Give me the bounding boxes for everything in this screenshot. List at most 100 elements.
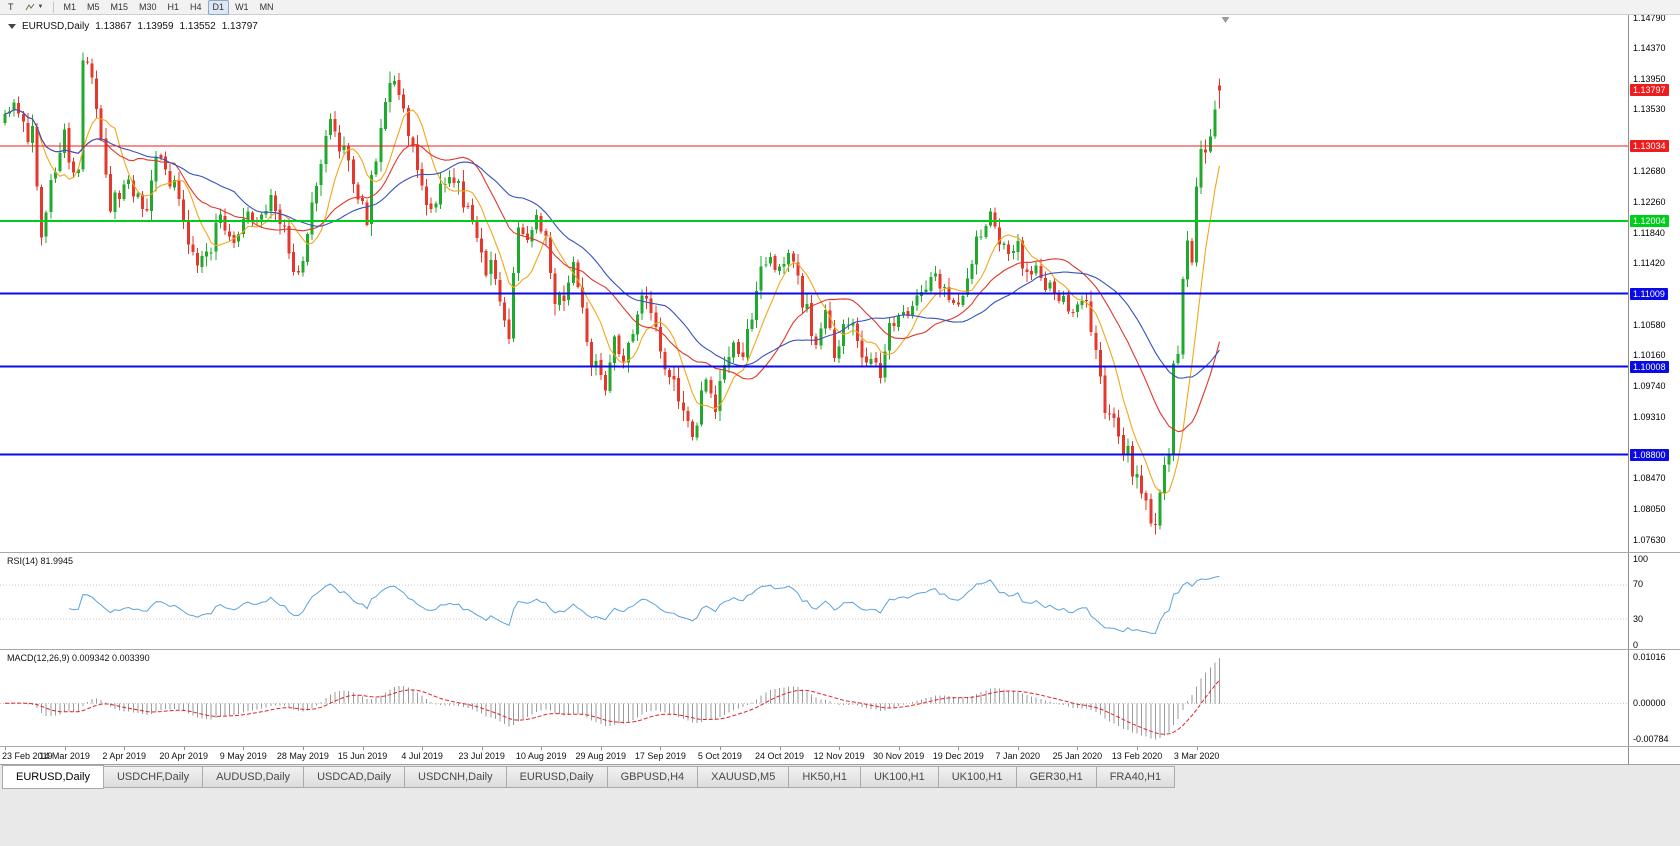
rsi-label: RSI(14) 81.9945 [7,556,74,566]
timeframe-button-w1[interactable]: W1 [235,2,249,12]
date-label: 24 Oct 2019 [754,751,805,761]
time-axis-tick [183,747,185,750]
price-axis-label: 1.14790 [1633,12,1666,23]
timeframe-button-d1[interactable]: D1 [207,0,230,15]
price-chart-pane[interactable] [0,15,1628,552]
date-label: 15 Jun 2019 [337,751,388,761]
rsi-line [69,575,1220,634]
current-price-box: 1.13797 [1630,84,1669,97]
price-axis-label: 1.10580 [1633,319,1666,330]
zigzag-icon [25,3,34,10]
price-axis-label: 1.08050 [1633,503,1666,514]
timeframe-button-h1[interactable]: H1 [167,2,180,12]
chart-tab-usdcnh-daily[interactable]: USDCNH,Daily [404,766,507,788]
price-axis-label: 1.13530 [1633,104,1666,115]
date-label: 23 Feb 2019 [2,751,53,761]
rsi-axis-label: 100 [1633,553,1649,564]
chart-tab-ger30-h1[interactable]: GER30,H1 [1015,766,1097,788]
toolbar-separator [53,1,55,13]
ohlc-close: 1.13797 [221,21,258,32]
timeframe-button-m15[interactable]: M15 [110,2,128,12]
chart-tab-audusd-daily[interactable]: AUDUSD,Daily [202,766,305,788]
date-label: 12 Nov 2019 [813,751,865,761]
price-axis-label: 1.12680 [1633,166,1666,177]
price-axis-label: 1.13950 [1633,73,1666,84]
hline-price-box: 1.10008 [1630,360,1669,373]
chart-dropdown-arrow-icon[interactable] [8,24,16,29]
chart-tab-uk100-h1[interactable]: UK100,H1 [859,766,939,788]
price-axis[interactable]: 1.14790 1.14370 1.13950 1.13530 1.12680 1.122… [1628,12,1680,764]
time-axis-tick [719,747,721,750]
chart-shift-marker-icon[interactable] [1221,17,1230,23]
date-label: 5 Oct 2019 [697,751,742,761]
chart-tab-fra40-h1[interactable]: FRA40,H1 [1095,766,1176,788]
time-axis-tick [362,747,364,750]
price-axis-label: 1.12260 [1633,197,1666,207]
date-label: 13 Feb 2020 [1111,751,1163,761]
symbol-period-label: EURUSD,Daily [22,21,90,32]
chart-tab-usdchf-daily[interactable]: USDCHF,Daily [102,766,204,788]
chart-tab-bar: EURUSD,Daily USDCHF,Daily AUDUSD,Daily USDC… [0,764,1680,789]
chart-tab-eurusd-daily[interactable]: EURUSD,Daily [505,766,608,788]
time-axis[interactable]: 23 Feb 2019 14 Mar 2019 2 Apr 2019 20 Apr 2… [0,747,1680,764]
rsi-axis-label: 30 [1633,613,1644,624]
rsi-axis-label: 0 [1633,639,1639,650]
date-label: 4 Jul 2019 [401,751,443,761]
timeframe-button-m1[interactable]: M1 [63,2,76,12]
chart-tab-xauusd-m5[interactable]: XAUUSD,M5 [697,766,790,788]
rsi-pane[interactable] [0,553,1628,649]
time-axis-tick [1077,747,1079,750]
time-axis-tick [541,747,543,750]
time-axis-tick [124,747,126,750]
ohlc-open: 1.13867 [95,21,132,32]
date-label: 7 Jan 2020 [995,751,1041,761]
macd-histogram [9,658,1220,740]
price-axis-label: 1.09310 [1633,412,1666,423]
date-label: 20 Apr 2019 [159,751,208,761]
time-axis-tick [1196,747,1198,750]
date-label: 2 Apr 2019 [102,751,146,761]
timeframe-group: M1 M5 M15 M30 H1 H4 D1 W1 MN [58,0,279,15]
time-axis-tick [1017,747,1019,750]
date-label: 25 Jan 2020 [1052,751,1103,761]
date-label: 14 Mar 2019 [39,751,90,761]
time-axis-tick [481,747,483,750]
time-axis-tick [898,747,900,750]
price-axis-label: 1.10160 [1633,350,1666,361]
date-label: 23 Jul 2019 [458,751,505,761]
price-axis-label: 1.11420 [1633,258,1665,269]
toolbar: T ▼ M1 M5 M15 M30 H1 H4 D1 W1 MN [0,0,1680,15]
chart-tab-eurusd-daily[interactable]: EURUSD,Daily [2,765,104,789]
timeframe-button-m5[interactable]: M5 [86,2,100,12]
price-axis-label: 1.07630 [1633,534,1666,545]
hline-price-box: 1.08800 [1630,448,1669,461]
time-axis-tick [779,747,781,750]
time-axis-tick [422,747,424,750]
hline-price-box: 1.13034 [1630,140,1669,152]
chart-tab-usdcad-daily[interactable]: USDCAD,Daily [303,766,406,788]
chart-tab-uk100-h1[interactable]: UK100,H1 [937,766,1017,788]
rsi-axis-label: 70 [1633,579,1644,590]
text-tool-button[interactable]: T [8,2,14,12]
time-axis-tick [660,747,662,750]
chart-tab-hk50-h1[interactable]: HK50,H1 [788,766,861,788]
date-label: 28 May 2019 [276,751,329,761]
pane-separator[interactable] [0,649,1680,650]
date-label: 29 Aug 2019 [575,751,627,761]
ohlc-low: 1.13552 [179,21,216,32]
date-label: 10 Aug 2019 [515,751,567,761]
chart-header: EURUSD,Daily 1.13867 1.13959 1.13552 1.1… [8,21,258,32]
timeframe-button-mn[interactable]: MN [259,2,274,12]
date-label: 17 Sep 2019 [634,751,686,761]
timeframe-button-m30[interactable]: M30 [139,2,157,12]
macd-pane[interactable] [0,650,1628,746]
date-label: 30 Nov 2019 [873,751,925,761]
chart-tab-gbpusd-h4[interactable]: GBPUSD,H4 [606,766,699,788]
timeframe-button-h4[interactable]: H4 [190,2,202,12]
time-axis-tick [600,747,602,750]
hline-price-box: 1.11009 [1630,287,1668,300]
chevron-down-icon: ▼ [37,4,44,10]
time-axis-tick [64,747,66,750]
pane-separator[interactable] [0,552,1680,553]
line-studies-dropdown[interactable]: ▼ [20,0,49,15]
